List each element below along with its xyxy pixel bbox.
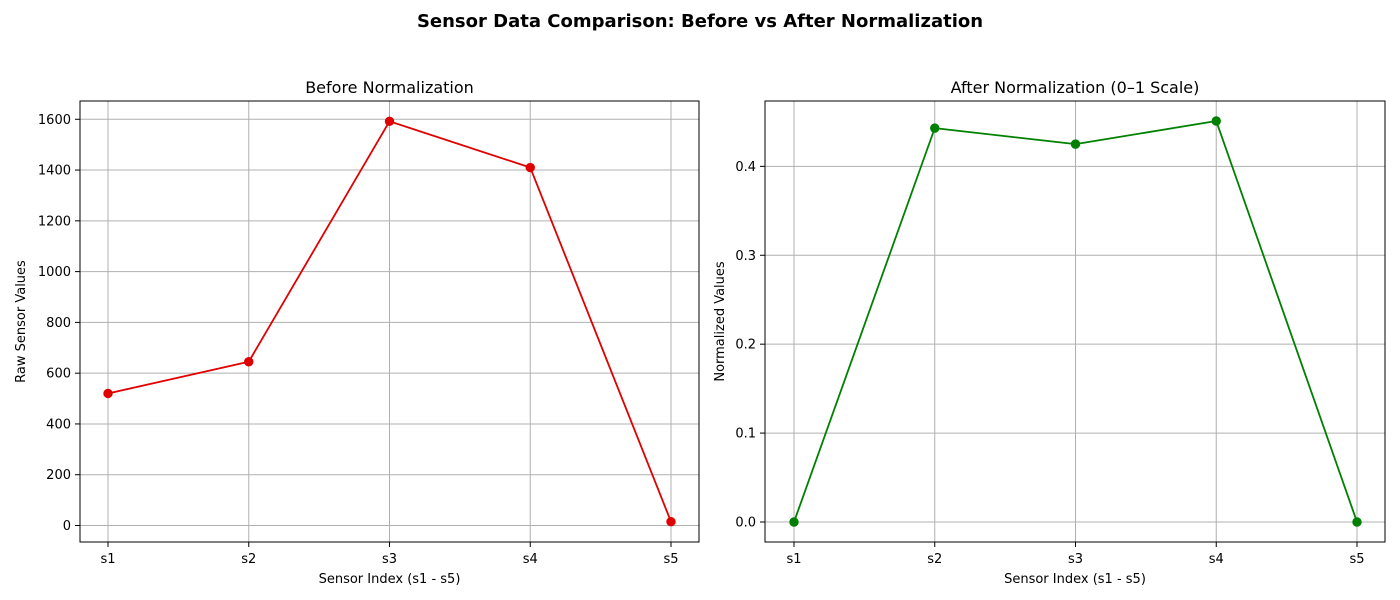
data-point [930, 123, 940, 133]
y-tick-label: 0.3 [735, 249, 756, 264]
grid [80, 101, 699, 542]
ticks: s1 s2 s3 s4 s5 0.0 0.1 0.2 0.3 0.4 [735, 160, 1364, 567]
y-tick-label: 0.1 [735, 427, 756, 442]
y-tick-label: 1200 [38, 214, 71, 229]
x-axis-label: Sensor Index (s1 - s5) [1004, 572, 1146, 587]
y-tick-label: 0.0 [735, 515, 756, 530]
grid [765, 101, 1385, 542]
x-axis-label: Sensor Index (s1 - s5) [319, 572, 461, 587]
series [103, 116, 676, 527]
x-tick-label: s3 [1068, 552, 1083, 567]
y-axis-label: Raw Sensor Values [14, 260, 29, 383]
chart-before-normalization: Before Normalization Sensor Index (s1 - … [14, 78, 700, 587]
plot-frame [79, 100, 700, 543]
y-tick-label: 1600 [38, 113, 71, 128]
figure-title: Sensor Data Comparison: Before vs After … [417, 11, 983, 32]
chart-title: Before Normalization [305, 78, 474, 97]
y-tick-label: 1400 [38, 164, 71, 179]
x-tick-label: s1 [100, 552, 115, 567]
x-tick-label: s1 [786, 552, 801, 567]
chart-title: After Normalization (0–1 Scale) [951, 78, 1200, 97]
y-tick-label: 0.4 [735, 160, 756, 175]
data-point [789, 517, 799, 527]
data-point [244, 357, 254, 367]
y-tick-label: 0.2 [735, 338, 756, 353]
y-tick-label: 800 [46, 316, 71, 331]
x-tick-label: s3 [382, 552, 397, 567]
data-point [525, 162, 535, 173]
y-tick-label: 200 [46, 468, 71, 483]
x-tick-label: s4 [1209, 552, 1224, 567]
data-point [384, 116, 395, 127]
y-axis-label: Normalized Values [713, 261, 728, 382]
x-tick-label: s5 [663, 552, 678, 567]
data-point [666, 516, 676, 527]
x-tick-label: s4 [523, 552, 538, 567]
y-tick-label: 400 [46, 417, 71, 432]
y-tick-label: 0 [63, 519, 71, 534]
plot-frame [764, 100, 1386, 543]
x-tick-label: s2 [927, 552, 942, 567]
data-point [103, 388, 113, 399]
x-tick-label: s2 [241, 552, 256, 567]
data-point [1211, 116, 1221, 126]
data-point [1352, 517, 1362, 527]
y-tick-label: 1000 [38, 265, 71, 280]
x-tick-label: s5 [1349, 552, 1364, 567]
series [789, 116, 1362, 527]
chart-after-normalization: After Normalization (0–1 Scale) Sensor I… [713, 78, 1386, 587]
y-tick-label: 600 [46, 367, 71, 382]
ticks: s1 s2 s3 s4 s5 0 200 400 600 800 1000 1200 1400 1600 [38, 113, 679, 567]
data-point [1070, 139, 1081, 149]
